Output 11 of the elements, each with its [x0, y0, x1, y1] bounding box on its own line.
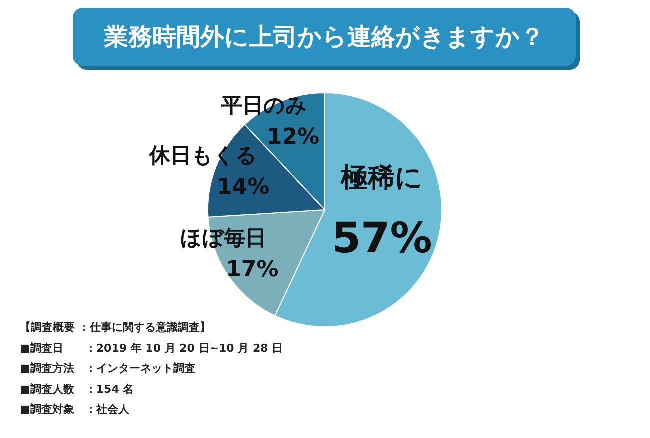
data-label: 17%	[226, 257, 279, 282]
data-label: 12%	[266, 124, 320, 150]
text: 【調査概要 ：仕事に関する意識調査】	[20, 320, 212, 336]
text: ■調査人数 ：154 名	[20, 382, 136, 398]
text: ■調査方法 ：インターネット調査	[20, 361, 196, 377]
data-label: 14%	[216, 174, 270, 200]
text: ■調査対象 ：社会人	[20, 402, 130, 418]
chart-title: 業務時間外に上司から連絡がきますか？	[104, 22, 544, 53]
slice-label: 極稀に	[340, 162, 424, 194]
data-label: 57%	[332, 213, 432, 262]
text: ■調査日 ：2019 年 10 月 20 日~10 月 28 日	[20, 340, 284, 356]
